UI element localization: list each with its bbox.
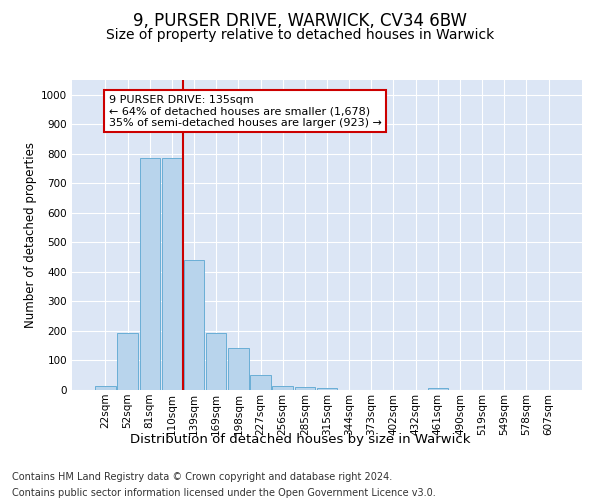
Bar (228, 348, 248, 390)
Text: 9 PURSER DRIVE: 135sqm
← 64% of detached houses are smaller (1,678)
35% of semi-: 9 PURSER DRIVE: 135sqm ← 64% of detached… (109, 95, 382, 128)
Bar (161, 158, 182, 390)
Bar (140, 158, 160, 390)
Bar (184, 260, 204, 390)
Text: Contains HM Land Registry data © Crown copyright and database right 2024.: Contains HM Land Registry data © Crown c… (12, 472, 392, 482)
Bar (317, 388, 337, 390)
Bar (95, 386, 116, 390)
Bar (295, 387, 315, 390)
Bar (118, 333, 138, 390)
Bar (428, 388, 448, 390)
Text: Size of property relative to detached houses in Warwick: Size of property relative to detached ho… (106, 28, 494, 42)
Y-axis label: Number of detached properties: Number of detached properties (24, 142, 37, 328)
Bar (272, 386, 293, 390)
Bar (206, 333, 226, 390)
Bar (250, 375, 271, 390)
Text: Distribution of detached houses by size in Warwick: Distribution of detached houses by size … (130, 432, 470, 446)
Text: Contains public sector information licensed under the Open Government Licence v3: Contains public sector information licen… (12, 488, 436, 498)
Text: 9, PURSER DRIVE, WARWICK, CV34 6BW: 9, PURSER DRIVE, WARWICK, CV34 6BW (133, 12, 467, 30)
